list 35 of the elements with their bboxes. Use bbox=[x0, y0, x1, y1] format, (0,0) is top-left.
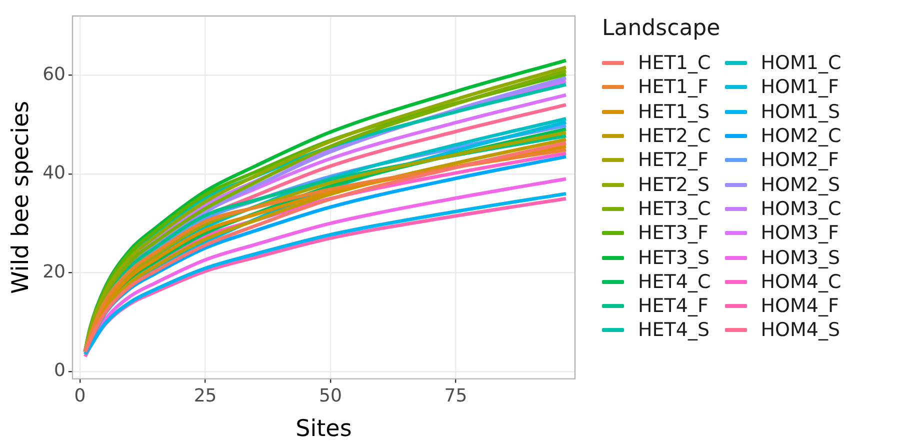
legend-label: HOM2_F bbox=[760, 149, 839, 172]
y-tick-label: 0 bbox=[54, 360, 66, 382]
legend-title: Landscape bbox=[602, 16, 722, 41]
legend-label: HOM4_C bbox=[760, 270, 842, 293]
y-tick-label: 40 bbox=[42, 162, 66, 184]
legend-label: HET3_S bbox=[638, 246, 710, 269]
y-tick-label: 20 bbox=[42, 261, 66, 282]
legend-label: HOM2_C bbox=[760, 125, 842, 148]
legend-label: HOM3_C bbox=[760, 198, 842, 220]
legend-label: HET3_C bbox=[638, 198, 711, 220]
x-tick-label: 75 bbox=[444, 385, 468, 406]
legend-label: HOM3_S bbox=[760, 246, 840, 269]
x-tick-label: 0 bbox=[74, 385, 86, 406]
x-tick-label: 50 bbox=[319, 385, 342, 406]
legend-label: HOM2_S bbox=[760, 174, 840, 196]
y-tick-label: 60 bbox=[42, 64, 66, 85]
legend-label: HET3_F bbox=[638, 222, 708, 244]
legend-label: HET1_C bbox=[638, 52, 711, 74]
legend-label: HET4_C bbox=[638, 270, 711, 293]
x-axis-title: Sites bbox=[296, 416, 352, 442]
legend-label: HOM1_F bbox=[760, 76, 839, 98]
legend-label: HET1_S bbox=[638, 100, 710, 123]
legend-label: HET4_F bbox=[638, 295, 708, 318]
legend-label: HET4_S bbox=[638, 319, 710, 342]
legend-label: HOM4_F bbox=[760, 295, 839, 318]
y-axis-title: Wild bee species bbox=[8, 100, 34, 294]
legend-label: HET2_C bbox=[638, 125, 711, 148]
legend-label: HET2_F bbox=[638, 149, 708, 172]
legend-label: HET1_F bbox=[638, 76, 708, 98]
x-tick-label: 25 bbox=[194, 385, 217, 406]
legend-label: HOM1_C bbox=[760, 52, 842, 74]
legend-label: HOM4_S bbox=[760, 319, 840, 342]
legend-label: HET2_S bbox=[638, 174, 710, 196]
legend-label: HOM3_F bbox=[760, 222, 839, 244]
legend-label: HOM1_S bbox=[760, 100, 840, 123]
